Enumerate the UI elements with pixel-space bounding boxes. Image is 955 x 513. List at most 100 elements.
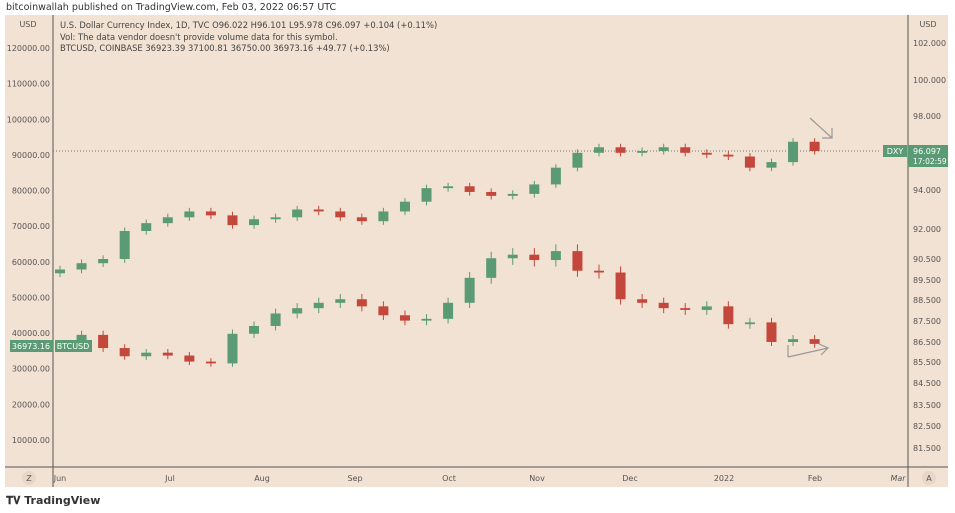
time-tick-label: Nov [529,474,545,483]
brand-name: TradingView [24,494,101,507]
dxy-candle [55,269,65,274]
right-tick-label: 92.000 [913,225,941,234]
tradingview-logo-icon: 𝐓𝐕 [6,494,25,507]
right-tick-label: 83.500 [913,401,941,410]
btcusd-candle [486,258,497,278]
dxy-down-arrow [809,117,833,139]
time-tick-label: Jun [53,474,67,483]
dxy-candle [507,193,518,196]
z-label: Z [26,474,32,483]
dxy-candle [550,167,561,185]
time-tick-label: Feb [808,474,822,483]
btc-name: BTCUSD [57,342,90,351]
dxy-candle [529,184,540,194]
btcusd-candle [701,306,712,310]
dxy-candle [227,215,238,226]
left-tick-label: 70000.00 [12,222,50,231]
right-tick-label: 89.500 [913,276,941,285]
btcusd-candle [119,348,130,357]
dxy-candle [443,186,454,189]
btcusd-candle [399,315,410,321]
btcusd-candle [809,339,820,344]
time-tick-label: 2022 [714,474,734,483]
left-tick-label: 90000.00 [12,151,50,160]
dxy-candle [119,231,130,259]
dxy-candle [723,154,734,157]
btcusd-candle [184,355,195,362]
tradingview-logo[interactable]: 𝐓𝐕 TradingView [6,494,100,508]
right-tick-label: 86.500 [913,338,941,347]
btcusd-candle [421,318,432,321]
btcusd-candle [205,361,216,364]
btcusd-candle [680,308,691,310]
dxy-name-badge [883,145,907,157]
dxy-candle [594,147,604,153]
dxy-candle [637,150,648,153]
auto-scale-button-a [922,471,936,485]
right-tick-label: 90.500 [913,255,941,264]
dxy-candle [335,211,346,218]
right-tick-label: 98.000 [913,112,941,121]
right-tick-label: 82.500 [913,422,941,431]
dxy-candle [98,259,109,264]
dxy-candle [572,152,583,168]
dxy-candle [205,211,216,216]
left-tick-label: 50000.00 [12,293,50,302]
dxy-candle [766,162,777,168]
dxy-candle [270,217,281,220]
dxy-candle [809,141,820,151]
btcusd-candle [572,251,583,271]
btcusd-candle [356,299,367,307]
btcusd-candle [507,254,518,259]
dxy-candle [399,201,410,212]
btc-name-badge [55,340,92,352]
left-tick-label: 120000.00 [7,44,50,53]
btcusd-candle [788,339,799,342]
btcusd-candle [270,313,281,326]
btcusd-candle [637,299,648,303]
dxy-candle [680,147,691,153]
dxy-candle [744,156,755,168]
chart-frame[interactable] [5,15,948,487]
dxy-price: 96.097 [913,147,941,156]
time-tick-label: Mar [890,474,906,483]
dxy-countdown: 17:02:59 [913,157,947,166]
time-tick-label: Aug [254,474,270,483]
left-tick-label: 110000.00 [7,80,50,89]
dxy-candle [76,263,87,270]
btcusd-candle [141,352,152,357]
dxy-candle [162,217,173,224]
btc-price: 36973.16 [12,342,50,351]
dxy-candle [356,217,367,222]
btcusd-candle [98,334,109,349]
right-tick-label: 102.000 [913,39,946,48]
left-tick-label: 10000.00 [12,436,50,445]
btcusd-candle [723,306,734,325]
right-tick-label: 84.500 [913,379,941,388]
btcusd-candle [162,352,173,356]
btcusd-candle [227,333,238,364]
dxy-candle [313,209,324,212]
dxy-candle [184,211,195,218]
btcusd-candle [594,270,604,273]
dxy-candle [378,211,389,222]
dxy-candle [292,209,303,218]
left-tick-label: 60000.00 [12,258,50,267]
left-tick-label: 100000.00 [7,115,50,124]
right-tick-label: 87.500 [913,317,941,326]
dxy-candle [615,147,626,153]
right-tick-label: 81.500 [913,444,941,453]
btcusd-candle [335,299,346,303]
dxy-candle [249,219,260,226]
a-label: A [926,474,932,483]
btc-price-badge [10,340,53,352]
left-tick-label: 40000.00 [12,329,50,338]
btcusd-candle [766,322,777,342]
dxy-candle [141,223,152,231]
btcusd-candle [249,325,260,334]
chart-legend: U.S. Dollar Currency Index, 1D, TVC O96.… [60,20,437,55]
time-tick-label: Dec [622,474,637,483]
btcusd-candle [464,277,475,303]
btcusd-candle [550,251,561,261]
